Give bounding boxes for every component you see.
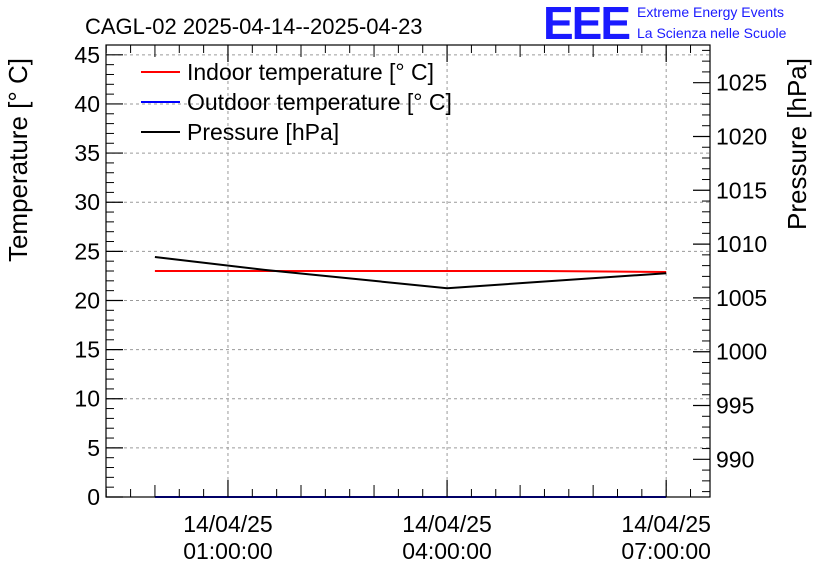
y-tick-label: 10 [74,386,100,412]
y-tick-label: 35 [74,140,100,166]
y2-axis-label: Pressure [hPa] [782,58,812,230]
y2-tick-label: 990 [716,446,754,472]
y-tick-label: 45 [74,42,100,68]
chart-title: CAGL-02 2025-04-14--2025-04-23 [85,14,423,39]
legend-label-2: Pressure [hPa] [187,119,339,145]
legend-label-1: Outdoor temperature [° C] [187,89,452,115]
logo-line-2: La Scienza nelle Scuole [637,25,787,41]
y-tick-label: 40 [74,91,100,117]
y2-tick-label: 1005 [716,285,767,311]
y-tick-label: 5 [87,435,100,461]
y2-tick-label: 1010 [716,231,767,257]
logo-line-1: Extreme Energy Events [637,4,785,20]
logo-mark: EEE [543,0,631,49]
series-group [154,256,667,498]
x-tick-label-date: 14/04/25 [183,511,273,537]
legend-label-0: Indoor temperature [° C] [187,59,434,85]
y2-tick-label: 995 [716,393,754,419]
y2-tick-label: 1025 [716,70,767,96]
y-tick-label: 25 [74,238,100,264]
x-tick-label-date: 14/04/25 [402,511,492,537]
y-tick-label: 30 [74,189,100,215]
series-line-2 [154,256,667,290]
y-axis-label: Temperature [° C] [3,58,33,262]
y2-tick-label: 1015 [716,177,767,203]
y-tick-label: 0 [87,484,100,510]
x-tick-label-time: 01:00:00 [183,538,273,564]
y2-tick-label: 1000 [716,339,767,365]
left-axis: 0 5 10 15 20 25 30 35 40 45 [74,42,123,510]
x-axis: 14/04/2501:00:0014/04/2504:00:0014/04/25… [105,45,711,564]
y-tick-label: 20 [74,287,100,313]
legend: Indoor temperature [° C] Outdoor temperat… [141,59,452,145]
x-tick-label-time: 04:00:00 [402,538,492,564]
series-line-0 [154,270,667,273]
right-axis: 990 995 1000 1005 1010 1015 1020 1025 [693,49,767,493]
eee-logo: EEE Extreme Energy Events La Scienza nel… [543,0,833,49]
x-tick-label-time: 07:00:00 [621,538,711,564]
y2-tick-label: 1020 [716,123,767,149]
grid [106,45,710,497]
x-tick-label-date: 14/04/25 [621,511,711,537]
y-tick-label: 15 [74,337,100,363]
